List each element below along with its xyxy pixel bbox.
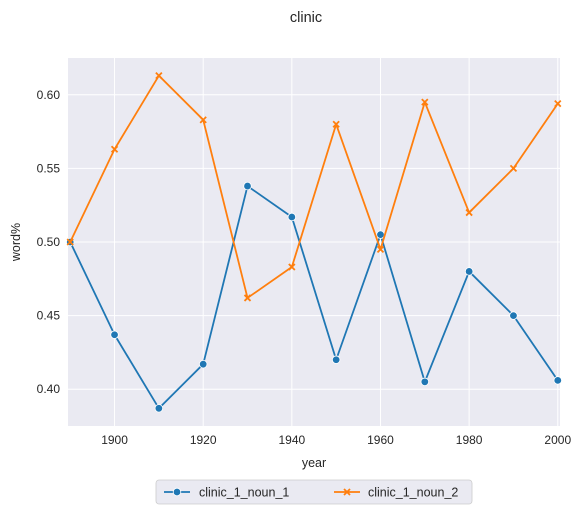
data-point — [155, 72, 163, 80]
x-tick-label: 1980 — [456, 433, 483, 447]
data-point — [509, 311, 518, 320]
data-point — [243, 294, 252, 302]
x-tick-label: 1940 — [278, 433, 305, 447]
series-line-2 — [69, 74, 559, 299]
data-point — [553, 376, 562, 385]
data-point — [421, 98, 429, 106]
data-point — [66, 238, 74, 246]
x-axis-ticks: 1900 1920 1940 1960 1980 2000 — [101, 433, 571, 447]
data-point — [198, 359, 208, 369]
data-point — [509, 164, 518, 173]
legend-entry-noun-2: clinic_1_noun_2 — [334, 486, 458, 500]
y-tick-label: 0.60 — [37, 88, 61, 102]
data-point — [288, 263, 296, 271]
legend-entry-noun-1: clinic_1_noun_1 — [164, 486, 289, 500]
data-point — [243, 181, 252, 191]
legend-label-noun-2: clinic_1_noun_2 — [368, 486, 458, 500]
legend-label-noun-1: clinic_1_noun_1 — [199, 486, 289, 500]
legend-box — [155, 479, 473, 505]
data-point — [287, 212, 297, 222]
legend-marker-noun-1 — [172, 487, 182, 497]
y-axis-ticks: 0.40 0.45 0.50 0.55 0.60 — [37, 88, 61, 396]
x-tick-label: 1920 — [190, 433, 217, 447]
data-point — [464, 267, 474, 276]
x-tick-label: 2000 — [544, 433, 571, 447]
series-line-1 — [69, 185, 559, 410]
y-axis-label: word% — [9, 223, 23, 262]
y-tick-label: 0.45 — [37, 309, 61, 323]
y-tick-label: 0.40 — [37, 382, 61, 396]
series-2 — [66, 72, 562, 302]
data-point — [110, 145, 119, 153]
y-tick-label: 0.55 — [37, 161, 61, 175]
legend: clinic_1_noun_1 clinic_1_noun_2 — [155, 479, 473, 505]
data-point — [199, 116, 207, 124]
data-point — [331, 355, 341, 364]
data-point — [554, 99, 562, 108]
data-point — [110, 330, 119, 339]
data-point — [376, 230, 385, 239]
y-tick-label: 0.50 — [37, 235, 61, 249]
data-point — [420, 377, 430, 387]
x-tick-label: 1900 — [101, 433, 128, 447]
grid-lines — [68, 58, 560, 426]
series-1 — [66, 181, 562, 413]
x-axis-label: year — [302, 456, 326, 470]
data-point — [332, 120, 340, 128]
chart-title: clinic — [290, 10, 322, 26]
data-point — [376, 245, 385, 253]
x-tick-label: 1960 — [367, 433, 394, 447]
data-point — [154, 404, 164, 413]
data-point — [465, 208, 473, 217]
legend-marker-noun-2 — [343, 488, 351, 496]
series-group — [66, 72, 562, 413]
